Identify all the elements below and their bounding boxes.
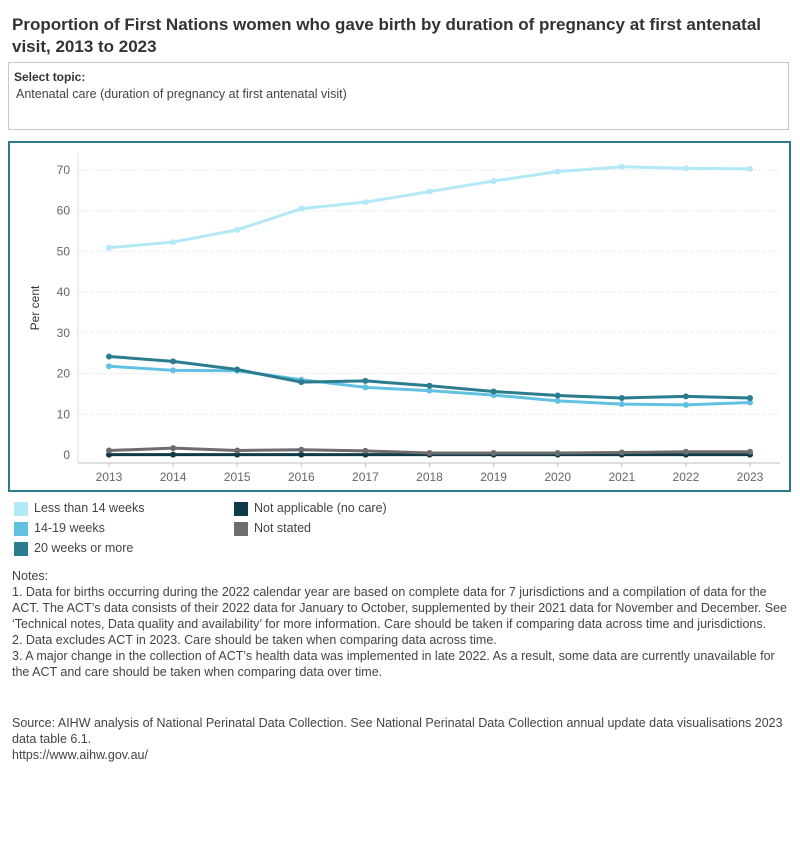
data-point-14-19-weeks[interactable] (170, 367, 177, 374)
x-tick-label: 2023 (737, 470, 764, 484)
data-point-not-stated[interactable] (490, 449, 497, 456)
y-tick-label: 60 (57, 204, 71, 218)
data-point-14-19-weeks[interactable] (106, 363, 112, 370)
data-point-not-stated[interactable] (234, 447, 241, 454)
data-point-20-weeks-or-more[interactable] (234, 366, 241, 373)
y-tick-label: 50 (57, 244, 71, 258)
topic-selector-value[interactable]: Antenatal care (duration of pregnancy at… (16, 87, 347, 101)
data-point-less-than-14-weeks[interactable] (618, 163, 625, 170)
data-point-20-weeks-or-more[interactable] (362, 377, 369, 384)
line-chart[interactable]: 0 10 20 30 40 50 60 70 2013 2014 2015 2016 2017 2018 2… (8, 141, 791, 492)
data-point-not-stated[interactable] (682, 448, 689, 455)
legend-item-20-weeks-or-more[interactable]: 20 weeks or more (14, 540, 214, 558)
data-point-less-than-14-weeks[interactable] (170, 239, 177, 246)
data-point-less-than-14-weeks[interactable] (682, 165, 689, 172)
data-point-not-stated[interactable] (426, 449, 433, 456)
data-point-14-19-weeks[interactable] (618, 401, 625, 408)
data-point-less-than-14-weeks[interactable] (298, 205, 305, 212)
source: Source: AIHW analysis of National Perina… (12, 715, 790, 763)
legend-swatch (234, 522, 248, 536)
page-title: Proportion of First Nations women who ga… (12, 15, 762, 56)
source-url[interactable]: https://www.aihw.gov.au/ (12, 748, 148, 762)
x-tick-label: 2020 (544, 470, 571, 484)
legend-label: 20 weeks or more (34, 541, 134, 555)
legend-swatch (14, 542, 28, 556)
legend-item-14-19-weeks[interactable]: 14-19 weeks (14, 520, 214, 538)
y-tick-label: 70 (57, 163, 71, 177)
y-tick-label: 0 (63, 448, 70, 462)
legend-swatch (14, 522, 28, 536)
y-tick-label: 20 (57, 367, 71, 381)
data-point-not-stated[interactable] (362, 447, 369, 454)
legend-label: Not applicable (no care) (254, 501, 387, 515)
x-tick-label: 2014 (160, 470, 187, 484)
x-tick-label: 2021 (608, 470, 635, 484)
data-point-20-weeks-or-more[interactable] (426, 382, 433, 389)
notes-heading: Notes: (12, 569, 49, 583)
legend-item-not-stated[interactable]: Not stated (234, 520, 454, 538)
notes: Notes: 1. Data for births occurring duri… (12, 568, 790, 680)
legend-label: 14-19 weeks (34, 521, 105, 535)
series-line-less-than-14-weeks[interactable] (108, 165, 751, 250)
data-point-not-applicable-no-care[interactable] (298, 451, 305, 458)
x-tick-label: 2018 (416, 470, 443, 484)
data-point-less-than-14-weeks[interactable] (490, 177, 497, 184)
data-point-20-weeks-or-more[interactable] (170, 358, 177, 365)
data-point-not-stated[interactable] (106, 447, 112, 454)
data-point-20-weeks-or-more[interactable] (298, 379, 305, 386)
note-2: 2. Data excludes ACT in 2023. Care shoul… (12, 633, 497, 647)
data-point-not-stated[interactable] (298, 446, 305, 453)
data-point-14-19-weeks[interactable] (426, 387, 433, 394)
legend: Less than 14 weeks 14-19 weeks 20 weeks … (14, 500, 514, 562)
data-point-not-stated[interactable] (747, 448, 753, 455)
data-point-20-weeks-or-more[interactable] (490, 388, 497, 395)
note-3: 3. A major change in the collection of A… (12, 649, 775, 679)
data-point-14-19-weeks[interactable] (682, 401, 689, 408)
data-point-not-stated[interactable] (170, 445, 177, 452)
legend-item-less-than-14-weeks[interactable]: Less than 14 weeks (14, 500, 214, 518)
source-text: Source: AIHW analysis of National Perina… (12, 716, 783, 746)
data-point-less-than-14-weeks[interactable] (426, 188, 433, 195)
x-tick-label: 2015 (224, 470, 251, 484)
data-point-less-than-14-weeks[interactable] (234, 226, 241, 233)
data-point-20-weeks-or-more[interactable] (682, 393, 689, 400)
legend-label: Not stated (254, 521, 311, 535)
x-tick-label: 2019 (480, 470, 507, 484)
y-axis-title: Per cent (28, 285, 42, 330)
x-tick-label: 2022 (673, 470, 700, 484)
data-point-14-19-weeks[interactable] (747, 399, 753, 406)
data-point-20-weeks-or-more[interactable] (106, 353, 112, 360)
x-tick-label: 2016 (288, 470, 315, 484)
data-point-less-than-14-weeks[interactable] (106, 244, 112, 251)
data-point-20-weeks-or-more[interactable] (747, 395, 753, 401)
topic-selector-label: Select topic: (14, 70, 86, 84)
data-point-less-than-14-weeks[interactable] (554, 168, 561, 175)
data-point-14-19-weeks[interactable] (362, 384, 369, 391)
y-tick-label: 40 (57, 285, 71, 299)
chart-frame (8, 141, 791, 492)
data-point-14-19-weeks[interactable] (554, 397, 561, 404)
data-point-less-than-14-weeks[interactable] (362, 199, 369, 206)
legend-label: Less than 14 weeks (34, 501, 145, 515)
data-point-20-weeks-or-more[interactable] (618, 395, 625, 401)
data-point-not-stated[interactable] (554, 449, 561, 456)
topic-selector[interactable]: Select topic: Antenatal care (duration o… (8, 62, 789, 130)
y-tick-label: 10 (57, 407, 71, 421)
data-point-not-stated[interactable] (618, 449, 625, 456)
legend-item-not-applicable[interactable]: Not applicable (no care) (234, 500, 454, 518)
y-tick-label: 30 (57, 326, 71, 340)
note-1: 1. Data for births occurring during the … (12, 585, 787, 631)
data-point-less-than-14-weeks[interactable] (747, 165, 753, 172)
x-tick-label: 2017 (352, 470, 379, 484)
data-point-20-weeks-or-more[interactable] (554, 392, 561, 399)
data-point-not-applicable-no-care[interactable] (170, 451, 177, 458)
x-tick-label: 2013 (96, 470, 123, 484)
legend-swatch (14, 502, 28, 516)
legend-swatch (234, 502, 248, 516)
